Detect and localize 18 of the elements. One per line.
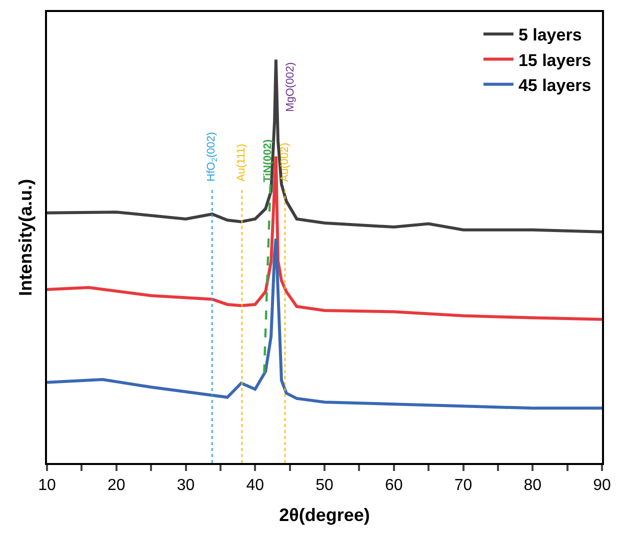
x-tick-label: 50 [316,477,334,494]
ref-line-label: Au(111) [236,144,248,182]
x-tick-label: 60 [384,477,403,494]
annotation: MgO(002) [284,62,297,112]
legend-label: 5 layers [518,26,582,45]
x-tick-label: 20 [107,477,126,494]
y-axis-title: Intensity(a.u.) [16,178,36,296]
x-tick-label: 80 [524,477,542,494]
x-tick-label: 40 [246,477,264,494]
legend-label: 45 layers [518,76,592,95]
text: TiN(002) [262,139,274,183]
x-tick-label: 90 [593,477,611,494]
x-tick-label: 30 [176,477,195,494]
legend-label: 15 layers [518,50,592,70]
ref-line-label: Au(002) [279,142,292,182]
x-axis-title: 2θ(degree) [279,504,370,525]
x-tick-label: 70 [454,477,472,494]
x-tick-label: 10 [38,477,56,494]
